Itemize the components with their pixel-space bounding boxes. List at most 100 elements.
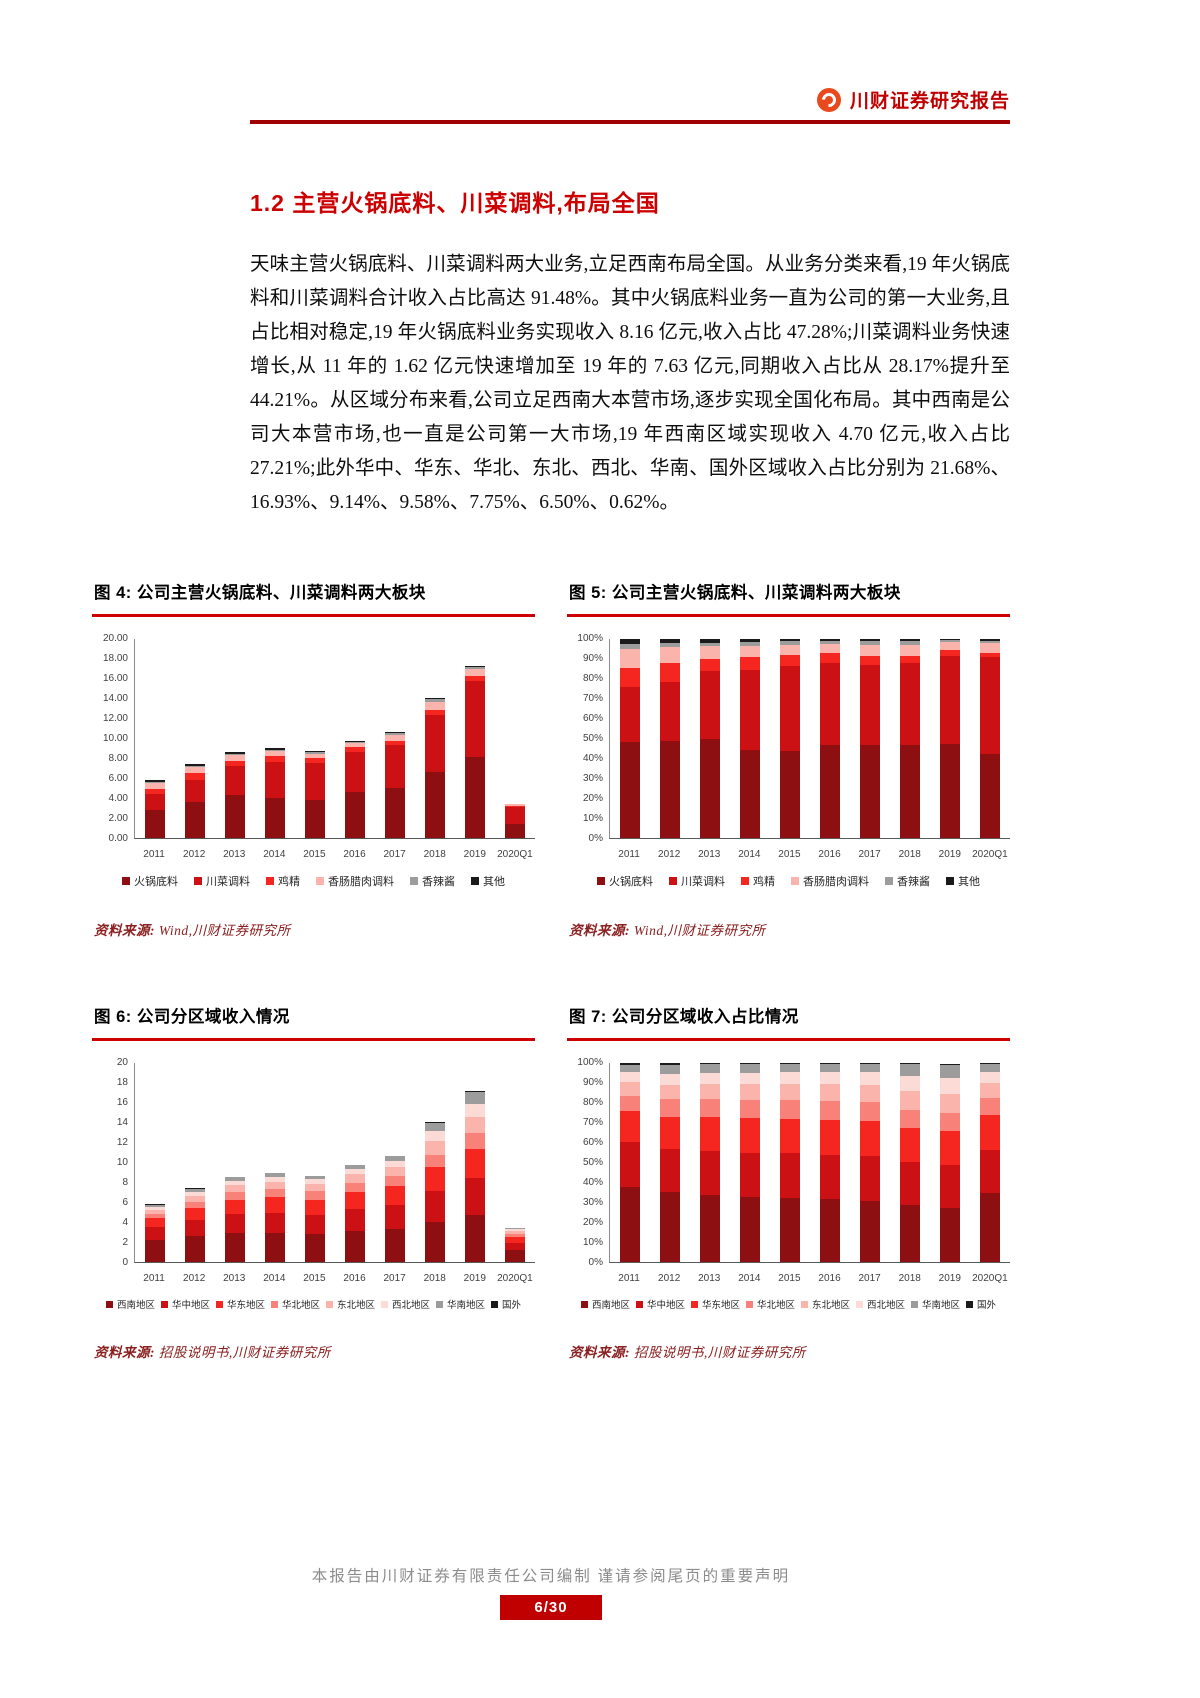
bar-segment <box>859 640 881 645</box>
x-tick-label: 2011 <box>618 849 640 860</box>
bar-segment <box>304 1199 326 1215</box>
bar-segment <box>224 1199 246 1215</box>
y-tick-label: 100% <box>577 1057 603 1068</box>
legend-label: 华南地区 <box>447 1300 486 1311</box>
bar-segment <box>739 1118 761 1153</box>
bar-segment <box>739 1064 761 1073</box>
bar-slot <box>375 639 415 838</box>
bar-segment <box>659 639 681 644</box>
stacked-bar <box>739 1063 761 1262</box>
bar-segment <box>939 655 961 744</box>
bar-segment <box>939 1064 961 1066</box>
legend-swatch <box>105 1300 113 1308</box>
bar-segment <box>699 639 721 643</box>
bar-segment <box>304 1179 326 1185</box>
y-axis: 100% 90% 80% 70% 60% 50% 40% 30% 20% 10% 0% <box>567 634 609 844</box>
brand-title: 川财证券研究报告 <box>849 91 1010 112</box>
x-axis-labels: 2011 2012 2013 2014 2015 2016 2017 2018 2019 2020… <box>609 1273 1010 1284</box>
bar-segment <box>384 1176 406 1187</box>
bar-segment <box>819 1072 841 1084</box>
legend-label: 鸡精 <box>278 876 300 888</box>
bar-segment <box>144 1206 166 1210</box>
bar-segment <box>504 805 526 807</box>
section-title: 1.2 主营火锅底料、川菜调料,布局全国 <box>250 190 660 216</box>
x-tick-label: 2018 <box>423 849 446 860</box>
bar-segment <box>939 743 961 838</box>
legend-label: 西南地区 <box>116 1300 155 1311</box>
figure-6-title: 图 6: 公司分区域收入情况 <box>92 994 535 1041</box>
bar-segment <box>224 753 246 756</box>
bar-segment <box>224 795 246 838</box>
bar-segment <box>264 1232 286 1262</box>
bar-segment <box>619 742 641 838</box>
bar-segment <box>304 751 326 753</box>
bar-segment <box>144 788 166 795</box>
x-tick-label: 2011 <box>618 1273 640 1284</box>
stacked-bar <box>899 639 921 838</box>
legend-label: 其他 <box>483 876 505 888</box>
bar-segment <box>224 1191 246 1200</box>
legend-label: 香肠腊肉调料 <box>803 876 869 888</box>
legend-swatch <box>326 1300 333 1308</box>
stacked-bar <box>344 639 366 838</box>
y-tick-label: 18 <box>116 1077 128 1088</box>
y-tick-label: 30% <box>582 1197 603 1208</box>
bar-segment <box>939 1078 961 1094</box>
stacked-bar <box>939 639 961 838</box>
bar-segment <box>859 1120 881 1157</box>
bar-segment <box>384 1167 406 1177</box>
bar-segment <box>859 639 881 641</box>
bar-segment <box>739 749 761 838</box>
bar-segment <box>979 1114 1001 1150</box>
legend-label: 川菜调料 <box>681 876 725 888</box>
bar-segment <box>939 1207 961 1262</box>
bar-segment <box>779 1153 801 1198</box>
legend-label: 华中地区 <box>171 1300 210 1311</box>
bar-segment <box>384 732 406 735</box>
bar-segment <box>224 752 246 754</box>
bar-segment <box>144 794 166 811</box>
bar-segment <box>344 1169 366 1175</box>
bar-segment <box>424 699 446 702</box>
bar-segment <box>384 1156 406 1161</box>
bar-segment <box>979 1063 1001 1065</box>
bar-segment <box>184 1220 206 1237</box>
bar-segment <box>739 1084 761 1100</box>
stacked-bar <box>144 639 166 838</box>
legend-swatch <box>580 1300 588 1308</box>
legend-item: 香肠腊肉调料 <box>791 873 869 889</box>
figure-4-source: 资料来源: Wind,川财证券研究所 <box>92 919 535 939</box>
legend-swatch <box>436 1300 444 1308</box>
bar-segment <box>304 800 326 838</box>
bar-slot <box>610 639 650 838</box>
bar-slot <box>135 1063 175 1262</box>
bar-slot <box>690 639 730 838</box>
bar-segment <box>819 1083 841 1101</box>
bar-segment <box>659 741 681 838</box>
bar-segment <box>739 1152 761 1197</box>
x-tick-label: 2016 <box>343 1273 366 1284</box>
bar-segment <box>144 1213 166 1219</box>
bar-segment <box>739 1099 761 1119</box>
bar-segment <box>659 1063 681 1065</box>
stacked-bar <box>424 1063 446 1262</box>
x-tick-label: 2020Q1 <box>972 1273 1008 1284</box>
stacked-bar <box>264 639 286 838</box>
x-axis-labels: 2011 2012 2013 2014 2015 2016 2017 2018 2019 2020… <box>609 849 1010 860</box>
legend-swatch <box>911 1300 919 1308</box>
bar-segment <box>699 671 721 739</box>
bar-segment <box>504 823 526 838</box>
stacked-bar <box>264 1063 286 1262</box>
bar-segment <box>979 1192 1001 1262</box>
bar-segment <box>659 1116 681 1150</box>
bar-segment <box>659 1084 681 1100</box>
report-body: 1.2 主营火锅底料、川菜调料,布局全国 天味主营火锅底料、川菜调料两大业务,立… <box>0 184 1200 520</box>
bar-slot <box>890 1063 930 1262</box>
bar-segment <box>184 1196 206 1202</box>
legend-item: 火锅底料 <box>122 873 178 889</box>
x-tick-label: 2019 <box>463 1273 486 1284</box>
bar-segment <box>699 1063 721 1065</box>
bar-segment <box>344 741 366 743</box>
bar-segment <box>979 1149 1001 1193</box>
legend-label: 川菜调料 <box>206 876 250 888</box>
